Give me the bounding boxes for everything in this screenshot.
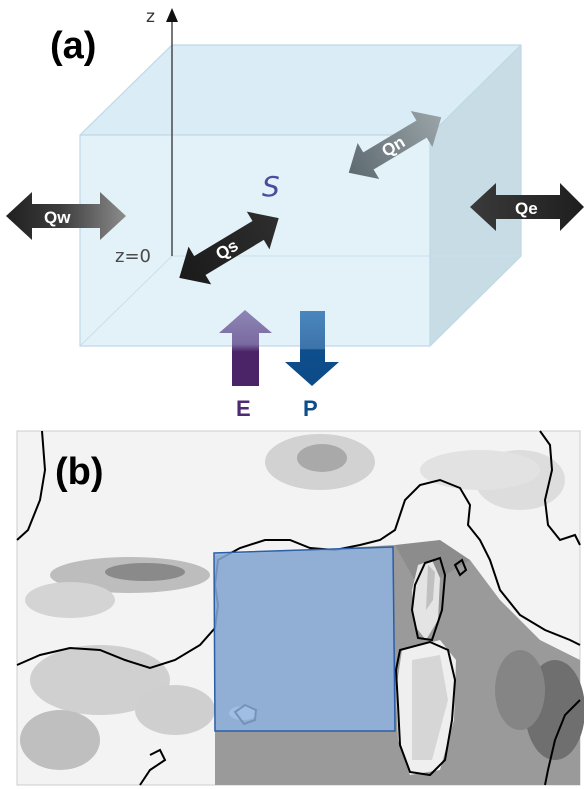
coastline-south (544, 699, 581, 786)
qw-arrow: Qw (6, 192, 126, 240)
study-domain-box (213, 546, 396, 732)
evaporation-label: E (236, 396, 251, 421)
island-corsica (410, 556, 447, 642)
coastline-northwest (16, 430, 47, 541)
precipitation-label: P (303, 396, 318, 421)
storage-label: S (262, 170, 280, 203)
z-zero-label: z=0 (115, 246, 151, 267)
box-right-face (430, 45, 521, 346)
panel-a-label: (a) (50, 25, 96, 67)
island-elba (453, 558, 468, 577)
qw-label: Qw (44, 208, 71, 227)
evaporation-arrow: E (219, 310, 272, 421)
precipitation-arrow: P (285, 311, 339, 421)
panel-b: (b) (16, 430, 584, 786)
panel-b-label: (b) (55, 451, 104, 493)
box-top-face (80, 45, 521, 135)
panel-a: z (a) z=0 S Qw Qe Qs Qn E (6, 7, 584, 421)
box-back-edge-diagonal (79, 255, 173, 347)
z-axis-label: z (146, 7, 155, 27)
qe-arrow: Qe (470, 183, 584, 231)
coastline-east (539, 430, 581, 546)
control-volume-box (79, 44, 522, 347)
qe-label: Qe (515, 199, 538, 218)
island-sardinia (394, 640, 457, 777)
z-axis-arrowhead (166, 8, 178, 22)
coastline-southwest (139, 748, 167, 786)
